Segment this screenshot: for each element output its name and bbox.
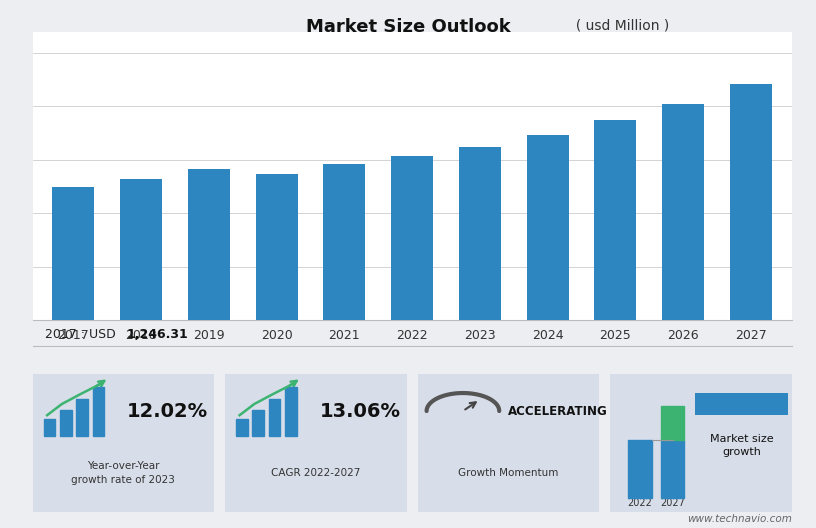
Bar — [730, 84, 772, 320]
Text: 2017 : USD: 2017 : USD — [45, 328, 124, 342]
Bar — [391, 156, 433, 320]
Text: ACCELERATING: ACCELERATING — [508, 404, 608, 418]
Bar — [236, 419, 248, 436]
Bar — [120, 179, 162, 320]
FancyBboxPatch shape — [695, 393, 788, 415]
Bar — [323, 164, 366, 320]
Bar — [268, 399, 281, 436]
Bar — [76, 399, 88, 436]
Text: Market size
growth: Market size growth — [710, 434, 774, 457]
Text: ( usd Million ): ( usd Million ) — [567, 18, 669, 33]
Bar — [255, 174, 298, 320]
Bar — [52, 187, 95, 320]
Bar — [92, 388, 104, 436]
Bar — [43, 419, 55, 436]
Text: 1,246.31: 1,246.31 — [126, 328, 188, 342]
Bar — [252, 410, 264, 436]
Text: Year-over-Year
growth rate of 2023: Year-over-Year growth rate of 2023 — [72, 461, 175, 485]
Text: www.technavio.com: www.technavio.com — [686, 514, 792, 524]
Text: Growth Momentum: Growth Momentum — [458, 468, 558, 478]
Text: USD  1502.13 Mn: USD 1502.13 Mn — [700, 400, 783, 409]
Text: 12.02%: 12.02% — [127, 401, 208, 420]
Bar — [628, 440, 652, 498]
Text: 2022: 2022 — [628, 498, 652, 508]
Bar — [662, 104, 704, 320]
Text: Market Size Outlook: Market Size Outlook — [306, 18, 510, 36]
Text: 2027: 2027 — [660, 498, 685, 508]
Text: 13.06%: 13.06% — [320, 401, 401, 420]
Bar — [60, 410, 72, 436]
Bar — [526, 135, 569, 320]
Bar — [661, 406, 685, 440]
Bar — [459, 147, 501, 320]
Bar — [594, 120, 636, 320]
Bar — [661, 440, 685, 498]
Bar — [188, 169, 230, 320]
Bar — [285, 388, 297, 436]
Text: CAGR 2022-2027: CAGR 2022-2027 — [271, 468, 361, 478]
